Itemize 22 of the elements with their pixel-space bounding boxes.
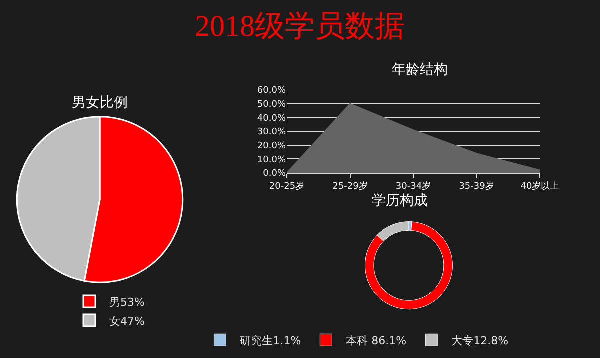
y-tick-label: 60.0% xyxy=(257,86,286,96)
legend-label: 本科 86.1% xyxy=(346,334,407,348)
x-tick-label: 20-25岁 xyxy=(269,180,305,192)
chart-title: 学历构成 xyxy=(372,192,428,209)
y-tick-label: 20.0% xyxy=(257,141,286,152)
donut-slice xyxy=(364,222,453,310)
x-tick-label: 40岁以上 xyxy=(520,180,560,192)
legend-label: 女47% xyxy=(110,314,145,328)
x-tick-label: 25-29岁 xyxy=(332,180,368,192)
y-tick-label: 10.0% xyxy=(257,155,286,166)
legend-label: 研究生1.1% xyxy=(240,334,302,348)
y-tick-label: 50.0% xyxy=(257,100,286,110)
y-tick-label: 30.0% xyxy=(257,128,286,138)
x-tick-label: 30-34岁 xyxy=(396,180,432,192)
y-tick-label: 40.0% xyxy=(257,114,286,124)
chart-title: 年龄结构 xyxy=(392,62,448,78)
legend-label: 大专12.8% xyxy=(452,334,509,348)
x-tick-label: 35-39岁 xyxy=(459,180,494,192)
chart-title: 男女比例 xyxy=(72,95,128,112)
legend-label: 男53% xyxy=(110,296,145,309)
y-tick-label: 0.0% xyxy=(263,169,286,180)
text: 2018级学员数据 xyxy=(194,9,406,45)
